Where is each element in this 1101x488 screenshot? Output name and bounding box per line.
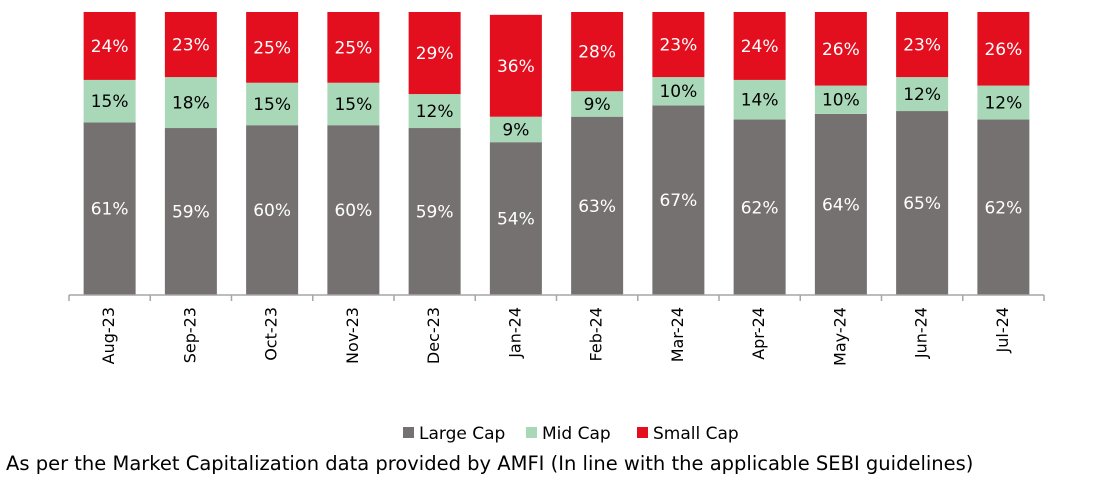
data-label-mid-cap-dec-23: 12% [416, 102, 454, 122]
bar-segment-small-cap-mar-24 [652, 12, 705, 78]
x-tick-label-nov-23: Nov-23 [343, 307, 362, 364]
legend-swatch-small-cap [637, 427, 648, 438]
x-tick-labels: Aug-23 Sep-23 Oct-23 Nov-23 Dec-23 Jan-24 Feb-… [99, 307, 1012, 366]
data-label-small-cap-apr-24: 24% [741, 37, 779, 57]
data-label-mid-cap-sep-23: 18% [172, 94, 210, 114]
bar-segment-large-cap-apr-24 [733, 119, 786, 295]
x-tick-label-sep-23: Sep-23 [180, 307, 199, 363]
data-label-small-cap-oct-23: 25% [253, 38, 291, 58]
data-label-mid-cap-mar-24: 10% [659, 82, 697, 102]
x-tick-label-dec-23: Dec-23 [424, 307, 443, 364]
bar-segment-mid-cap-mar-24 [652, 77, 705, 106]
data-label-small-cap-jun-24: 23% [903, 36, 941, 56]
x-axis [68, 294, 1045, 301]
bar-segment-small-cap-feb-24 [571, 12, 624, 92]
legend-label-small-cap: Small Cap [653, 424, 739, 444]
bar-segment-mid-cap-may-24 [814, 85, 867, 114]
data-label-mid-cap-jul-24: 12% [984, 94, 1022, 114]
legend-label-mid-cap: Mid Cap [542, 424, 611, 444]
bar-segment-small-cap-jun-24 [896, 12, 949, 78]
data-label-mid-cap-oct-23: 15% [253, 95, 291, 115]
data-label-mid-cap-nov-23: 15% [334, 95, 372, 115]
data-label-small-cap-jan-24: 36% [497, 57, 535, 77]
data-label-large-cap-apr-24: 62% [741, 198, 779, 218]
bar-segment-mid-cap-jul-24 [977, 85, 1030, 120]
data-label-mid-cap-aug-23: 15% [91, 92, 129, 112]
bar-segment-small-cap-may-24 [814, 12, 867, 86]
data-label-mid-cap-jan-24: 9% [502, 120, 529, 140]
x-tick-label-jan-24: Jan-24 [505, 307, 524, 359]
x-tick-label-jun-24: Jun-24 [912, 307, 931, 359]
data-label-large-cap-sep-23: 59% [172, 203, 210, 223]
data-label-small-cap-dec-23: 29% [416, 44, 454, 64]
data-label-large-cap-mar-24: 67% [659, 191, 697, 211]
bar-segment-mid-cap-feb-24 [571, 91, 624, 117]
data-label-large-cap-oct-23: 60% [253, 201, 291, 221]
data-label-small-cap-sep-23: 23% [172, 36, 210, 56]
bar-segment-mid-cap-apr-24 [733, 79, 786, 120]
x-tick-label-oct-23: Oct-23 [262, 307, 281, 361]
bar-segment-mid-cap-jan-24 [489, 116, 542, 143]
bar-segment-mid-cap-oct-23 [246, 82, 299, 126]
bar-segment-large-cap-jan-24 [489, 142, 542, 295]
data-label-large-cap-may-24: 64% [822, 195, 860, 215]
data-label-large-cap-jun-24: 65% [903, 194, 941, 214]
bar-segment-small-cap-jan-24 [489, 14, 542, 117]
data-label-mid-cap-jun-24: 12% [903, 85, 941, 105]
data-label-large-cap-jan-24: 54% [497, 210, 535, 230]
bar-segment-small-cap-dec-23 [408, 12, 461, 95]
bar-segment-small-cap-apr-24 [733, 12, 786, 80]
bar-segment-large-cap-mar-24 [652, 105, 705, 295]
bar-segment-mid-cap-nov-23 [327, 82, 380, 126]
data-label-small-cap-may-24: 26% [822, 40, 860, 60]
bar-segment-mid-cap-aug-23 [83, 79, 136, 123]
bar-segment-large-cap-nov-23 [327, 125, 380, 295]
bar-segment-small-cap-aug-23 [83, 12, 136, 80]
bar-segment-large-cap-may-24 [814, 113, 867, 295]
bars-group: 61% 15% 24% 59% 18% 23% 60% 15% 25% 60% 15% 25% 59% 1… [83, 12, 1030, 296]
bar-segment-large-cap-jul-24 [977, 119, 1030, 295]
bar-segment-mid-cap-jun-24 [896, 77, 949, 112]
legend-label-large-cap: Large Cap [419, 424, 505, 444]
bar-segment-large-cap-dec-23 [408, 128, 461, 295]
legend-swatch-mid-cap [526, 427, 537, 438]
x-tick-label-mar-24: Mar-24 [668, 307, 687, 362]
bar-segment-large-cap-aug-23 [83, 122, 136, 296]
data-label-mid-cap-feb-24: 9% [584, 95, 611, 115]
x-tick-label-apr-24: Apr-24 [749, 307, 768, 360]
bar-segment-mid-cap-sep-23 [164, 77, 217, 129]
x-tick-label-aug-23: Aug-23 [99, 307, 118, 364]
data-label-small-cap-jul-24: 26% [984, 40, 1022, 60]
bar-segment-large-cap-jun-24 [896, 111, 949, 295]
data-label-small-cap-nov-23: 25% [334, 38, 372, 58]
data-label-large-cap-aug-23: 61% [91, 200, 129, 220]
bar-segment-small-cap-sep-23 [164, 12, 217, 78]
x-tick-label-may-24: May-24 [830, 307, 849, 366]
bar-segment-mid-cap-dec-23 [408, 94, 461, 129]
data-label-small-cap-aug-23: 24% [91, 37, 129, 57]
data-label-large-cap-feb-24: 63% [578, 197, 616, 217]
bar-segment-large-cap-feb-24 [571, 116, 624, 296]
data-label-mid-cap-may-24: 10% [822, 91, 860, 111]
bar-segment-small-cap-oct-23 [246, 12, 299, 83]
bar-segment-large-cap-sep-23 [164, 128, 217, 295]
data-label-large-cap-dec-23: 59% [416, 203, 454, 223]
legend-swatch-large-cap [403, 427, 414, 438]
bar-segment-large-cap-oct-23 [246, 125, 299, 295]
bar-segment-small-cap-jul-24 [977, 12, 1030, 86]
footnote: As per the Market Capitalization data pr… [6, 452, 974, 475]
x-tick-label-feb-24: Feb-24 [587, 307, 606, 361]
data-label-small-cap-mar-24: 23% [659, 36, 697, 56]
data-label-large-cap-jul-24: 62% [984, 198, 1022, 218]
data-label-large-cap-nov-23: 60% [334, 201, 372, 221]
bar-segment-small-cap-nov-23 [327, 12, 380, 83]
data-label-small-cap-feb-24: 28% [578, 43, 616, 63]
data-label-mid-cap-apr-24: 14% [741, 91, 779, 111]
legend: Large Cap Mid Cap Small Cap [403, 424, 739, 444]
x-tick-label-jul-24: Jul-24 [993, 307, 1012, 353]
